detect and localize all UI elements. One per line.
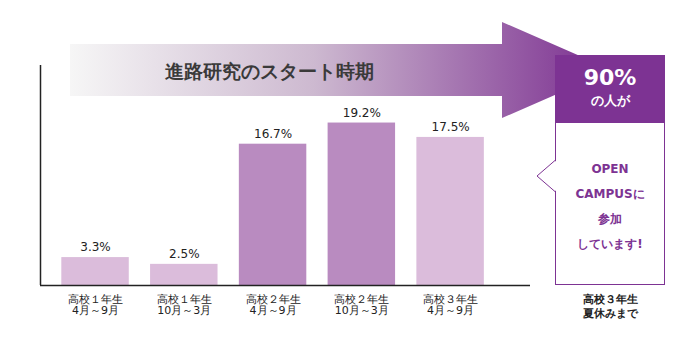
html-text:高校３年生 夏休みまで: 高校３年生 夏休みまで bbox=[582, 293, 638, 320]
svg-text:3.3%: 3.3% bbox=[80, 240, 111, 254]
svg-text:高校２年生4月～9月: 高校２年生4月～9月 bbox=[246, 293, 301, 317]
html-text:OPEN CAMPUSに 参加 しています!: OPEN CAMPUSに 参加 しています! bbox=[575, 162, 645, 251]
svg-text:19.2%: 19.2% bbox=[343, 106, 381, 120]
svg-text:高校２年生10月～3月: 高校２年生10月～3月 bbox=[334, 293, 389, 317]
svg-text:2.5%: 2.5% bbox=[169, 247, 200, 261]
svg-text:高校１年生4月～9月: 高校１年生4月～9月 bbox=[68, 293, 123, 317]
svg-text:16.7%: 16.7% bbox=[254, 127, 292, 141]
svg-text:高校３年生4月～9月: 高校３年生4月～9月 bbox=[423, 293, 478, 317]
html-text:の人が: の人が bbox=[590, 93, 630, 108]
svg-text:17.5%: 17.5% bbox=[432, 120, 470, 134]
svg-text:高校１年生10月～3月: 高校１年生10月～3月 bbox=[157, 293, 212, 317]
svg-text:進路研究のスタート時期: 進路研究のスタート時期 bbox=[165, 60, 374, 82]
html-text:90%: 90% bbox=[583, 65, 637, 90]
